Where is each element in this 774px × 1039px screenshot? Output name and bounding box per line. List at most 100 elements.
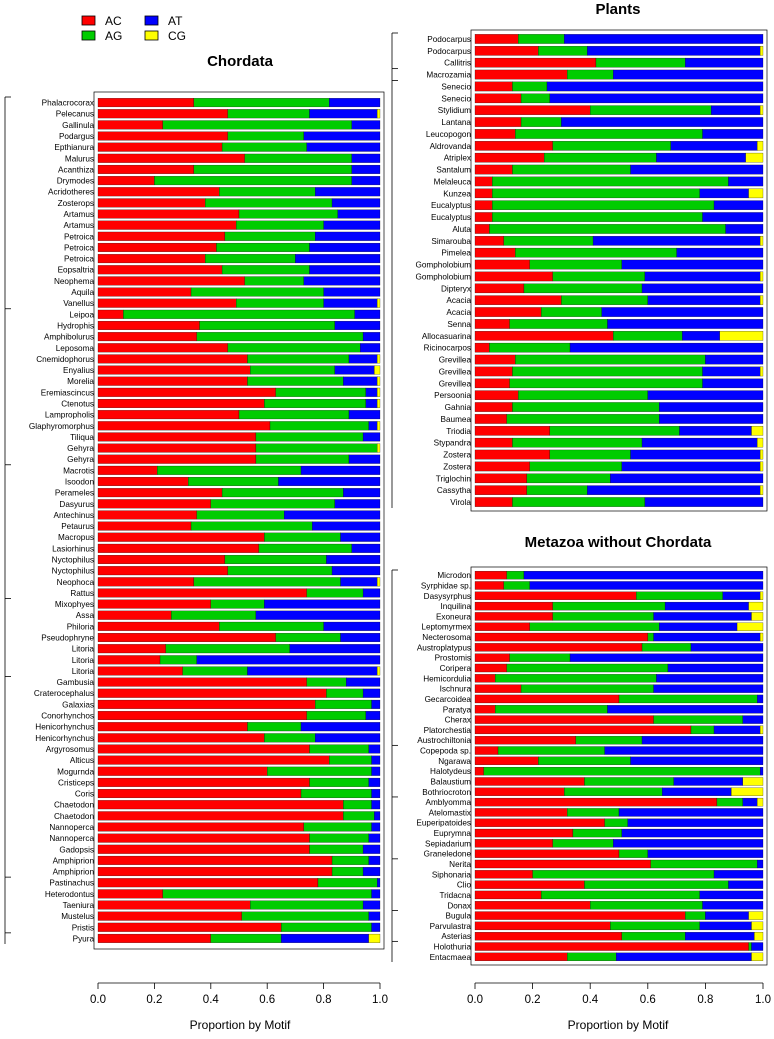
category-label: Glaphyromorphus — [29, 422, 94, 431]
category-label: Triglochin — [436, 474, 472, 483]
category-label: Petroica — [64, 232, 94, 241]
bar-segment-at — [362, 867, 381, 877]
bar-segment-ac — [97, 454, 257, 464]
category-label: Zostera — [443, 451, 471, 460]
bar-segment-at — [613, 839, 764, 848]
bar-segment-ag — [564, 787, 663, 796]
bar-segment-ac — [97, 488, 223, 498]
bar-segment-ac — [474, 736, 576, 745]
bar-segment-at — [641, 283, 764, 294]
bar-segment-ac — [474, 46, 539, 56]
category-label: Halotydeus — [430, 767, 471, 776]
bar-segment-ac — [97, 209, 240, 219]
category-label: Leptomyrmex — [421, 623, 471, 632]
bar-segment-ac — [474, 247, 516, 258]
bar-segment-ag — [618, 694, 758, 704]
bar-segment-at — [713, 725, 761, 735]
bar-segment-at — [371, 922, 381, 932]
bar-segment-ac — [474, 591, 637, 600]
bar-segment-ac — [97, 688, 327, 698]
bar-segment-ag — [247, 376, 344, 386]
bar-segment-at — [682, 331, 720, 341]
category-label: Dasysyrphus — [424, 592, 471, 601]
category-label: Petaurus — [61, 522, 94, 531]
bar-segment-at — [331, 566, 381, 576]
category-label: Atriplex — [444, 154, 471, 163]
bar-segment-at — [728, 176, 764, 187]
bar-segment-ag — [552, 271, 646, 282]
bar-segment-at — [659, 622, 738, 631]
bar-segment-at — [309, 242, 381, 252]
bar-segment-at — [368, 833, 381, 843]
bar-segment-ag — [552, 601, 666, 611]
bar-segment-at — [323, 220, 381, 230]
category-label: Ischnura — [440, 685, 472, 694]
bar-segment-at — [362, 432, 381, 442]
bar-segment-ag — [309, 844, 364, 854]
bar-segment-at — [362, 588, 381, 598]
bar-segment-cg — [745, 152, 764, 163]
bar-segment-ac — [97, 722, 248, 732]
plants-panel: Podocarpus Podocarpus Callitris Macrozamia S… — [391, 29, 768, 512]
bar-segment-at — [621, 461, 761, 472]
bar-segment-cg — [759, 632, 764, 642]
category-label: Balaustium — [430, 777, 471, 786]
bar-segment-ag — [210, 499, 336, 509]
bar-segment-ag — [567, 69, 614, 80]
category-label: Macrozamia — [426, 71, 471, 80]
category-label: Phalacrocorax — [42, 99, 94, 108]
bar-segment-at — [702, 901, 764, 910]
bar-segment-ac — [474, 152, 545, 163]
bar-segment-ac — [474, 449, 551, 460]
category-label: Litoria — [72, 656, 95, 665]
bar-segment-ac — [474, 81, 513, 92]
x-tick-label: 0.8 — [316, 994, 332, 1006]
bar-segment-ag — [561, 295, 648, 305]
category-label: Mixophyes — [55, 600, 94, 609]
bar-segment-ac — [97, 332, 197, 342]
bar-segment-at — [309, 265, 381, 275]
plot-frame — [470, 566, 768, 966]
category-label: Gompholobium — [415, 261, 471, 270]
category-label: Atelomastix — [429, 808, 471, 817]
category-label: Allocasuarina — [422, 332, 472, 341]
bar-segment-at — [705, 911, 749, 920]
bar-segment-at — [365, 387, 378, 397]
category-label: Neophema — [54, 277, 95, 286]
category-label: Gambusia — [57, 678, 95, 687]
category-label: Asterias — [441, 932, 471, 941]
bar-segment-ac — [474, 283, 525, 294]
bar-segment-ag — [236, 298, 324, 308]
bar-segment-at — [348, 454, 381, 464]
bar-segment-ag — [543, 152, 657, 163]
bar-segment-at — [303, 276, 381, 286]
category-label: Rattus — [70, 589, 94, 598]
bar-segment-ac — [97, 320, 200, 330]
bar-segment-ag — [264, 532, 341, 542]
bar-segment-at — [711, 105, 761, 115]
bar-segment-ag — [489, 224, 726, 234]
bar-segment-at — [371, 800, 381, 810]
bar-segment-ac — [474, 141, 553, 151]
category-label: Nannoperca — [49, 834, 94, 843]
bar-segment-cg — [754, 932, 764, 941]
x-tick-label: 0.4 — [203, 994, 220, 1006]
bar-segment-at — [647, 390, 764, 400]
category-label: Copepoda sp. — [420, 747, 471, 756]
bar-segment-cg — [731, 787, 764, 796]
bar-segment-ac — [97, 633, 276, 642]
bar-segment-ac — [97, 220, 237, 230]
bar-segment-at — [630, 449, 761, 460]
bar-segment-ac — [97, 800, 344, 810]
legend-swatch-ac — [81, 15, 96, 26]
bar-segment-ag — [236, 220, 324, 230]
bar-segment-at — [653, 632, 761, 642]
bar-segment-ag — [190, 287, 324, 297]
bar-segment-ac — [97, 421, 271, 431]
bar-segment-ag — [515, 354, 706, 365]
bar-segment-ag — [509, 653, 571, 662]
x-tick-label: 1.0 — [372, 994, 388, 1006]
chordata-title: Chordata — [207, 53, 273, 70]
category-label: Nerita — [449, 860, 471, 869]
bar-segment-at — [742, 797, 758, 807]
